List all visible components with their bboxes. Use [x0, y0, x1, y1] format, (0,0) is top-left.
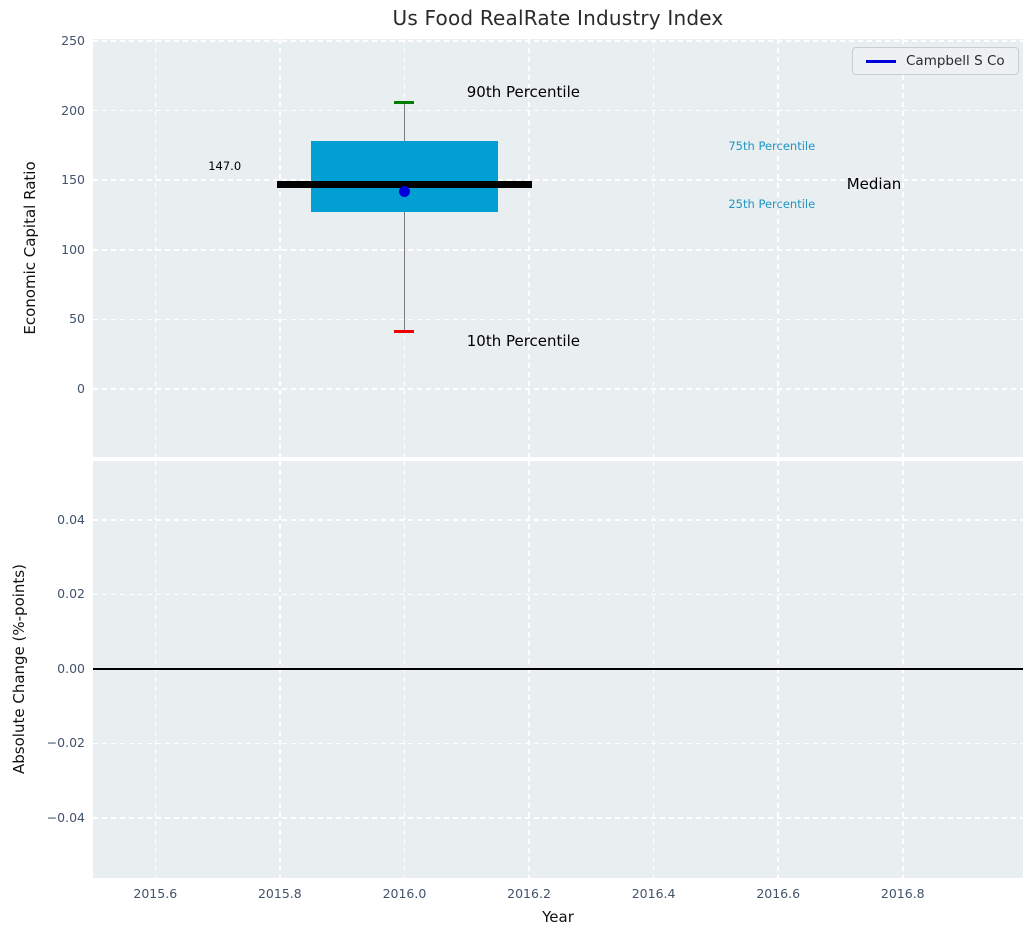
y-tick-label: −0.02: [46, 735, 85, 751]
x-tick-label: 2016.4: [631, 886, 676, 901]
gridline-vertical: [528, 39, 530, 457]
gridline-horizontal: [93, 593, 1023, 596]
gridline-horizontal: [93, 519, 1023, 521]
x-tick-label: 2016.6: [756, 886, 801, 901]
whisker-line: [403, 102, 406, 332]
p75-annotation: 75th Percentile: [728, 139, 816, 154]
gridline-horizontal: [93, 318, 1023, 321]
y-tick-label: 50: [69, 311, 85, 327]
y-tick-label: 0.00: [57, 660, 85, 676]
legend-label: Campbell S Co: [906, 53, 1005, 69]
company-point: [398, 185, 410, 197]
y-tick-label: 0: [77, 381, 85, 397]
y-tick-label: 150: [61, 172, 85, 188]
x-tick-label: 2015.8: [257, 886, 302, 901]
y-tick-label: 0.04: [57, 511, 85, 527]
gridline-horizontal: [93, 742, 1023, 745]
gridline-horizontal: [93, 109, 1023, 112]
median-value-label: 147.0: [208, 159, 242, 174]
gridline-vertical: [777, 39, 779, 457]
gridline-vertical: [279, 39, 281, 457]
top-plot-area: 147.0 90th Percentile 10th Percentile 75th …: [93, 39, 1023, 457]
y-tick-label: 100: [61, 241, 85, 257]
legend-line-swatch: [866, 59, 896, 63]
zero-line: [93, 667, 1023, 670]
gridline-vertical: [154, 39, 157, 457]
y-tick-label: 0.02: [57, 586, 85, 602]
p25-annotation: 25th Percentile: [728, 196, 816, 211]
y-tick-label: 200: [61, 102, 85, 118]
bottom-plot-area: [93, 461, 1023, 878]
box-iqr: [311, 140, 498, 212]
chart-title: Us Food RealRate Industry Index: [392, 6, 724, 30]
median-annotation: Median: [846, 174, 902, 193]
y-tick-label: 250: [61, 32, 85, 48]
legend: Campbell S Co: [852, 47, 1019, 75]
cap-90th-percentile: [394, 100, 415, 104]
p90-annotation: 90th Percentile: [466, 82, 580, 101]
x-tick-label: 2016.0: [382, 886, 427, 901]
x-axis-label: Year: [542, 908, 574, 926]
cap-10th-percentile: [394, 330, 415, 334]
x-tick-label: 2016.2: [507, 886, 551, 901]
gridline-horizontal: [93, 817, 1023, 819]
x-tick-label: 2016.8: [880, 886, 925, 901]
gridline-horizontal: [93, 388, 1023, 390]
p10-annotation: 10th Percentile: [466, 332, 580, 350]
gridline-horizontal: [93, 179, 1023, 181]
y-tick-label: −0.04: [46, 810, 85, 825]
x-tick-label: 2015.6: [133, 886, 178, 901]
median-line: [276, 180, 533, 188]
gridline-vertical: [652, 39, 655, 457]
gridline-vertical: [902, 39, 904, 457]
gridline-horizontal: [93, 249, 1023, 251]
gridline-horizontal: [93, 40, 1023, 42]
